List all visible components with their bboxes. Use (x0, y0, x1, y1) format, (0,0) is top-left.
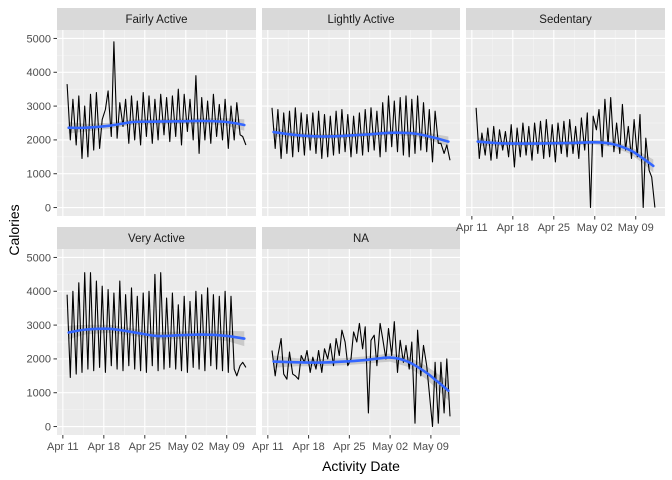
smooth-curve-sedentary (476, 140, 655, 168)
calories-line (66, 41, 247, 160)
smooth-curve-na (272, 356, 450, 392)
calories-series-very-active (66, 272, 247, 379)
x-tick-label: May 02 (372, 441, 408, 453)
x-tick-label: Apr 11 (47, 441, 79, 453)
strip-label-lightly-active: Lightly Active (327, 14, 394, 26)
strip-label-na: NA (353, 233, 369, 245)
calories-series-fairly-active (66, 41, 247, 160)
panel-lightly-active: Lightly Active (262, 8, 460, 216)
strip-label-sedentary: Sedentary (539, 14, 592, 26)
x-tick-label: May 09 (618, 222, 654, 234)
strip-label-fairly-active: Fairly Active (126, 14, 188, 26)
smooth-confidence-band (477, 137, 654, 173)
x-tick-label: May 02 (168, 441, 204, 453)
smooth-trend-line (272, 356, 450, 392)
smooth-curve-very-active (67, 327, 246, 340)
y-tick-label: 4000 (27, 67, 51, 79)
y-tick-label: 2000 (27, 135, 51, 147)
smooth-curve-lightly-active (272, 130, 450, 143)
x-axis-na: Apr 11 Apr 18 Apr 25 May 02 May 09 (252, 435, 449, 453)
y-tick-label: 0 (45, 202, 51, 214)
x-tick-label: Apr 11 (252, 441, 284, 453)
y-tick-label: 5000 (27, 252, 51, 264)
x-tick-label: Apr 25 (333, 441, 365, 453)
y-tick-label: 5000 (27, 33, 51, 45)
y-tick-label: 3000 (27, 320, 51, 332)
smooth-trend-line (67, 119, 246, 130)
panel-na: NA (262, 227, 460, 435)
panel-very-active: Very Active (57, 227, 256, 435)
x-tick-label: Apr 18 (292, 441, 324, 453)
grid-lines (262, 30, 460, 216)
smooth-trend-line (272, 130, 450, 143)
smooth-confidence-band (273, 353, 449, 401)
smooth-curve-fairly-active (67, 119, 246, 130)
y-axis-title: Calories (6, 204, 22, 255)
confidence-ribbon (477, 137, 654, 173)
smooth-trend-line (67, 327, 246, 340)
y-axis-top-row: 0 1000 2000 3000 4000 5000 (27, 33, 57, 214)
y-tick-label: 1000 (27, 169, 51, 181)
x-tick-label: May 09 (413, 441, 449, 453)
y-tick-label: 4000 (27, 286, 51, 298)
x-tick-label: Apr 25 (538, 222, 570, 234)
x-tick-label: Apr 25 (129, 441, 161, 453)
x-axis-very-active: Apr 11 Apr 18 Apr 25 May 02 May 09 (47, 435, 245, 453)
calories-line (475, 97, 656, 209)
x-tick-label: Apr 18 (88, 441, 120, 453)
confidence-ribbon (273, 353, 449, 401)
panel-sedentary: Sedentary (466, 8, 665, 216)
strip-background (262, 8, 460, 30)
calories-series-sedentary (475, 97, 656, 209)
x-tick-label: May 09 (209, 441, 245, 453)
strip-background (262, 227, 460, 249)
x-axis-title: Activity Date (322, 458, 400, 474)
x-axis-sedentary: Apr 11 Apr 18 Apr 25 May 02 May 09 (456, 216, 654, 234)
y-tick-label: 3000 (27, 101, 51, 113)
y-axis-bottom-row: 0 1000 2000 3000 4000 5000 (27, 252, 57, 433)
x-tick-label: Apr 18 (497, 222, 529, 234)
x-tick-label: May 02 (577, 222, 613, 234)
x-tick-label: Apr 11 (456, 222, 488, 234)
y-tick-label: 1000 (27, 388, 51, 400)
strip-background (466, 8, 665, 30)
strip-label-very-active: Very Active (128, 233, 185, 245)
smooth-trend-line (476, 140, 655, 168)
strip-background (57, 8, 256, 30)
y-tick-label: 2000 (27, 354, 51, 366)
y-tick-label: 0 (45, 421, 51, 433)
strip-background (57, 227, 256, 249)
calories-line (66, 272, 247, 379)
panel-fairly-active: Fairly Active (57, 8, 256, 216)
